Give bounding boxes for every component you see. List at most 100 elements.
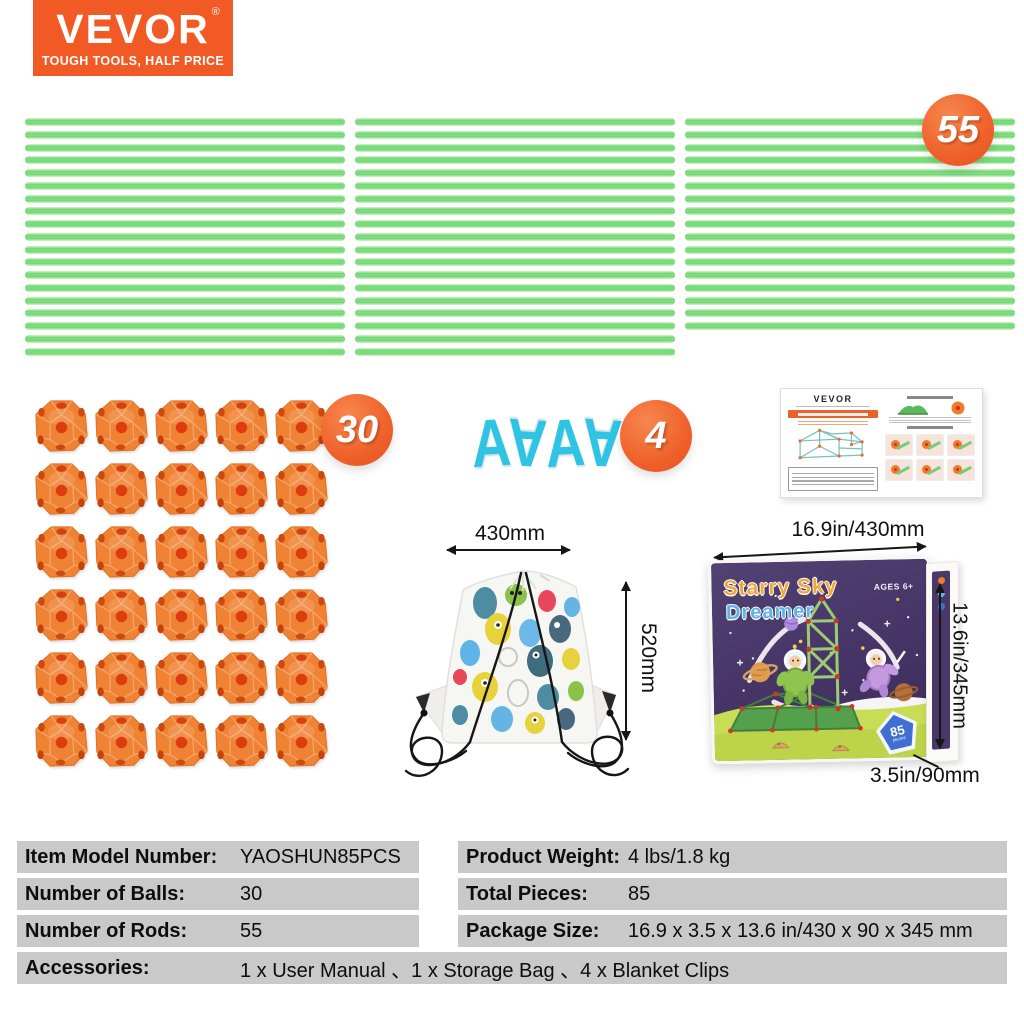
box-height-label: 13.6in/345mm <box>948 602 971 729</box>
rod <box>25 296 345 305</box>
box-illustration <box>714 594 932 762</box>
rod <box>685 271 1015 279</box>
rod <box>685 296 1015 305</box>
rod <box>685 245 1015 254</box>
rod <box>25 156 345 165</box>
spec-value: YAOSHUN85PCS <box>240 845 401 868</box>
ball <box>95 589 148 641</box>
rod <box>25 232 345 241</box>
spec-row-pieces: Total Pieces: 85 <box>458 878 1007 910</box>
ball <box>35 652 88 704</box>
rod <box>355 322 675 330</box>
rod <box>685 220 1015 228</box>
rod-column <box>355 118 675 360</box>
brand-tagline: TOUGH TOOLS, HALF PRICE <box>41 53 225 68</box>
spec-row-model: Item Model Number: YAOSHUN85PCS <box>17 841 419 873</box>
rod <box>685 232 1015 241</box>
brown-planet-icon <box>889 683 919 702</box>
clip-count-badge: 4 <box>620 400 692 472</box>
ball <box>155 400 208 452</box>
box-title-line2: Dreamer <box>725 600 815 624</box>
vevor-logo: VEVOR ® TOUGH TOOLS, HALF PRICE <box>33 0 233 76</box>
manual-left-page: VEVOR <box>788 395 878 491</box>
rod <box>25 118 345 126</box>
ball <box>35 589 88 641</box>
box-front-panel: Starry Sky Dreamer AGES 6+ 85 pieces <box>707 555 935 765</box>
rod-pile-icon <box>897 405 928 415</box>
manual-divider <box>796 406 870 408</box>
storage-bag-photo <box>404 570 630 777</box>
ball <box>95 652 148 704</box>
spec-label: Accessories: <box>25 956 150 979</box>
manual-title-bar <box>788 410 878 419</box>
ball <box>155 715 208 767</box>
rod <box>355 232 675 241</box>
rod-column <box>685 118 1015 335</box>
brand-text: VEVOR <box>56 5 210 52</box>
ball <box>35 463 88 515</box>
ball <box>215 463 268 515</box>
rod <box>25 283 345 292</box>
rod <box>25 271 345 279</box>
product-box-photo: 16.9in/430mm <box>698 518 1024 808</box>
rod <box>355 296 675 305</box>
ball <box>35 715 88 767</box>
rod <box>685 309 1015 318</box>
ball <box>155 463 208 515</box>
rod <box>25 169 345 177</box>
bag-width-label: 430mm <box>474 522 546 545</box>
spec-label: Number of Rods: <box>25 919 188 942</box>
rod <box>25 220 345 228</box>
rod <box>355 118 675 126</box>
rod <box>355 143 675 152</box>
box-height-arrow <box>934 583 945 749</box>
spec-row-accessories: Accessories: 1 x User Manual 、1 x Storag… <box>17 952 1007 984</box>
rod <box>685 156 1015 165</box>
spec-row-rods: Number of Rods: 55 <box>17 915 419 947</box>
rod <box>355 334 675 343</box>
rod <box>25 194 345 203</box>
rod <box>685 258 1015 267</box>
rod <box>355 258 675 267</box>
blanket-clip: A <box>580 404 624 482</box>
rod <box>355 181 675 190</box>
spec-value: 55 <box>240 919 263 942</box>
rod <box>685 194 1015 203</box>
ball <box>215 589 268 641</box>
registered-mark: ® <box>211 5 222 18</box>
rod <box>355 283 675 292</box>
ball <box>215 652 268 704</box>
rod <box>25 322 345 330</box>
ball <box>215 400 268 452</box>
rod <box>355 220 675 228</box>
rod-column <box>25 118 345 360</box>
spec-value: 1 x User Manual 、1 x Storage Bag 、4 x Bl… <box>240 959 730 982</box>
rod <box>355 245 675 254</box>
rod <box>355 194 675 203</box>
rod <box>355 156 675 165</box>
ball-icon <box>951 401 964 415</box>
manual-right-page <box>885 395 975 491</box>
ball <box>275 526 328 578</box>
rod <box>25 334 345 343</box>
rod <box>25 207 345 216</box>
ball <box>275 589 328 641</box>
brand-name: VEVOR ® <box>56 5 220 52</box>
rod-count-badge: 55 <box>922 94 994 166</box>
spec-row-package: Package Size: 16.9 x 3.5 x 13.6 in/430 x… <box>458 915 1007 947</box>
rod <box>25 143 345 152</box>
box-width-label: 16.9in/430mm <box>791 518 925 541</box>
rod <box>685 169 1015 177</box>
rod <box>25 245 345 254</box>
rod <box>25 347 345 356</box>
blanket-clip: A <box>543 404 587 482</box>
rod <box>685 130 1015 139</box>
spec-label: Product Weight: <box>466 845 621 868</box>
spec-label: Number of Balls: <box>25 882 186 905</box>
astronaut-green <box>776 644 815 705</box>
spec-value: 30 <box>240 882 263 905</box>
ball <box>35 526 88 578</box>
manual-brand: VEVOR <box>813 394 853 404</box>
spec-row-balls: Number of Balls: 30 <box>17 878 419 910</box>
spec-value: 4 lbs/1.8 kg <box>628 845 731 868</box>
